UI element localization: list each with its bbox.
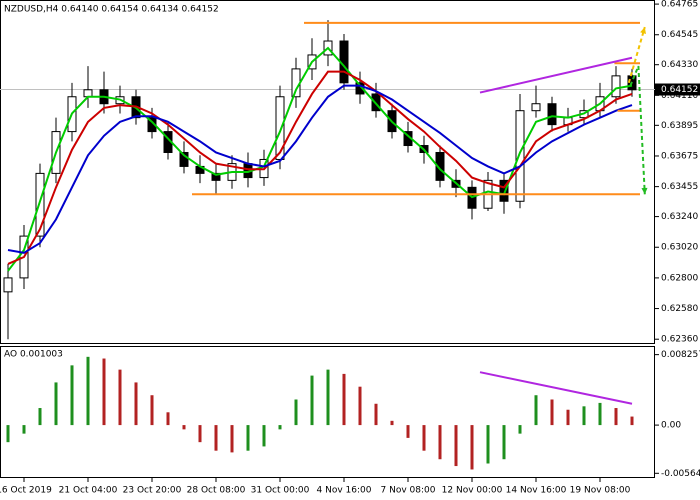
x-tick-label: 12 Nov 00:00 xyxy=(442,486,503,496)
candle-body xyxy=(547,103,557,126)
ao-bar xyxy=(630,416,634,426)
ao-bar xyxy=(550,399,554,426)
candle-body xyxy=(83,89,93,98)
ao-bar xyxy=(470,425,474,470)
ao-bar xyxy=(390,420,394,426)
candle-body xyxy=(515,110,525,202)
x-tick-label: 7 Nov 08:00 xyxy=(381,486,436,496)
trend-line xyxy=(479,371,633,405)
x-tick-label: 28 Oct 08:00 xyxy=(187,486,246,496)
ao-bar xyxy=(134,382,138,426)
ao-bar xyxy=(70,365,74,426)
ao-bar xyxy=(342,373,346,426)
y-tick-label: 0.64110 xyxy=(661,91,698,101)
ao-bar xyxy=(582,406,586,426)
y-tick-label: 0.64545 xyxy=(661,30,698,40)
y-tick-label: 0.63455 xyxy=(661,182,698,192)
ao-bar xyxy=(422,425,426,451)
ao-bar xyxy=(614,408,618,426)
ao-bar xyxy=(438,425,442,460)
ao-frame xyxy=(0,346,655,478)
chart-title: NZDUSD,H4 0.64140 0.64154 0.64134 0.6415… xyxy=(4,5,219,15)
ao-bar xyxy=(566,409,570,426)
ao-bar xyxy=(38,408,42,426)
candle-body xyxy=(211,172,221,181)
moving-average xyxy=(7,84,633,254)
y-tick-label: 0.63675 xyxy=(661,151,698,161)
ao-bar xyxy=(230,425,234,453)
candle-body xyxy=(355,82,365,95)
ao-bar xyxy=(246,425,250,451)
ao-bar xyxy=(502,425,506,460)
ao-bar xyxy=(598,402,602,426)
y-tick-label: -0.005649 xyxy=(661,469,700,479)
ao-bar xyxy=(374,403,378,426)
ao-bar xyxy=(518,425,522,434)
x-tick-label: 14 Nov 16:00 xyxy=(506,486,567,496)
y-tick-label: 0.62580 xyxy=(661,304,698,314)
y-tick-label: 0.00 xyxy=(661,421,681,431)
x-tick-label: 16 Oct 2019 xyxy=(0,486,52,496)
candle-body xyxy=(3,277,13,293)
ao-bar xyxy=(198,425,202,443)
forecast-arrow xyxy=(629,65,646,195)
y-tick-label: 0.63240 xyxy=(661,212,698,222)
ao-bar xyxy=(262,425,266,447)
ao-bar xyxy=(486,425,490,464)
candle-body xyxy=(531,103,541,112)
candle-body xyxy=(499,179,509,202)
ao-bar xyxy=(214,425,218,451)
forecast-arrow xyxy=(627,26,646,84)
ao-title: AO 0.001003 xyxy=(4,350,63,360)
ao-bar xyxy=(150,395,154,426)
ao-bar xyxy=(118,369,122,426)
ao-bar xyxy=(326,369,330,426)
ao-bar xyxy=(22,425,26,434)
ao-bar xyxy=(406,425,410,438)
ao-bar xyxy=(6,425,10,443)
y-tick-label: 0.64765 xyxy=(661,0,698,10)
x-tick-label: 21 Oct 04:00 xyxy=(59,486,118,496)
candle-body xyxy=(611,75,621,98)
x-tick-label: 31 Oct 00:00 xyxy=(251,486,310,496)
ao-bar xyxy=(454,425,458,467)
ao-bar xyxy=(166,412,170,426)
ao-bar xyxy=(54,382,58,426)
ao-bar xyxy=(102,358,106,426)
y-tick-label: 0.62800 xyxy=(661,273,698,283)
ao-bar xyxy=(358,386,362,426)
candle-body xyxy=(179,151,189,167)
arrow-head xyxy=(640,27,646,34)
last-price-label: 0.64152 xyxy=(661,85,698,95)
candle-body xyxy=(435,151,445,181)
last-price-box xyxy=(655,83,700,96)
main-frame xyxy=(0,0,655,344)
ao-bar xyxy=(278,425,282,430)
y-tick-label: 0.64330 xyxy=(661,60,698,70)
moving-average xyxy=(7,46,633,272)
x-tick-label: 4 Nov 16:00 xyxy=(317,486,372,496)
y-tick-label: 0.008257 xyxy=(661,350,700,360)
ao-bar xyxy=(294,399,298,426)
y-tick-label: 0.63020 xyxy=(661,243,698,253)
ao-bar xyxy=(534,395,538,426)
y-tick-label: 0.62360 xyxy=(661,335,698,345)
arrow-head xyxy=(641,187,648,195)
trend-line xyxy=(479,56,633,94)
ao-bar xyxy=(182,425,186,430)
y-tick-label: 0.63895 xyxy=(661,121,698,131)
ao-bar xyxy=(86,356,90,426)
x-tick-label: 23 Oct 20:00 xyxy=(123,486,182,496)
x-tick-label: 19 Nov 08:00 xyxy=(570,486,631,496)
candle-body xyxy=(35,172,45,237)
ao-bar xyxy=(310,375,314,426)
moving-average xyxy=(7,70,633,265)
candle-body xyxy=(275,96,285,160)
